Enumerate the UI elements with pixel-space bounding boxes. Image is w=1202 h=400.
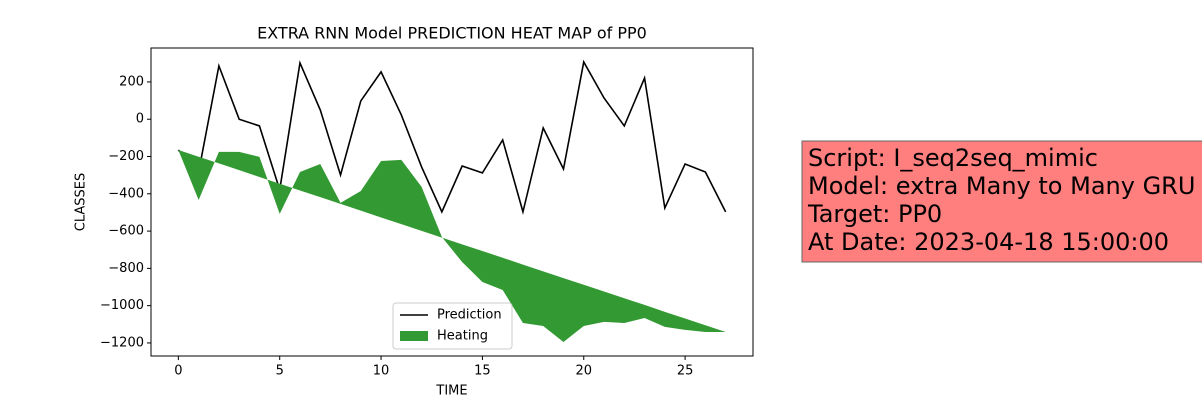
legend-swatch bbox=[400, 331, 428, 341]
y-tick-label: −600 bbox=[108, 224, 144, 239]
x-tick-label: 20 bbox=[575, 364, 592, 379]
annotation-line: Script: I_seq2seq_mimic bbox=[808, 144, 1098, 172]
y-tick-label: −400 bbox=[108, 186, 144, 201]
x-tick-label: 25 bbox=[677, 364, 694, 379]
annotation-line: Model: extra Many to Many GRU bbox=[808, 172, 1195, 200]
legend-label: Prediction bbox=[437, 308, 502, 323]
legend-label: Heating bbox=[437, 329, 488, 344]
y-tick-label: 0 bbox=[136, 112, 144, 127]
x-tick-label: 0 bbox=[174, 364, 182, 379]
annotation-line: Target: PP0 bbox=[807, 200, 942, 228]
x-axis-label: TIME bbox=[435, 384, 467, 399]
annotation-box bbox=[801, 140, 1202, 263]
y-tick-label: −1200 bbox=[100, 335, 144, 350]
annotation-line: At Date: 2023-04-18 15:00:00 bbox=[808, 228, 1169, 256]
y-tick-label: −800 bbox=[108, 261, 144, 276]
chart-title: EXTRA RNN Model PREDICTION HEAT MAP of P… bbox=[257, 24, 647, 43]
plot-frame bbox=[150, 47, 754, 357]
line bbox=[177, 59, 727, 216]
y-tick-label: −200 bbox=[108, 149, 144, 164]
x-tick-label: 5 bbox=[276, 364, 284, 379]
y-tick-label: −1000 bbox=[100, 298, 144, 313]
x-tick-label: 10 bbox=[373, 364, 390, 379]
y-axis-label: CLASSES bbox=[74, 173, 89, 231]
y-tick-label: 200 bbox=[119, 74, 144, 89]
area bbox=[178, 149, 726, 343]
x-tick-label: 15 bbox=[474, 364, 491, 379]
